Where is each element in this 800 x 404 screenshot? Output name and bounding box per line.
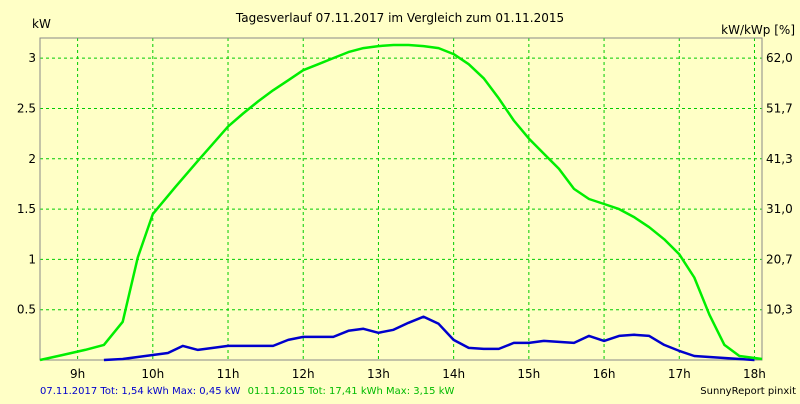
x-tick-label: 10h — [141, 367, 164, 381]
y-tick-label-left: 3 — [28, 51, 36, 65]
x-tick-label: 18h — [743, 367, 766, 381]
grid-layer — [40, 38, 762, 360]
footer-legend-green: 01.11.2015 Tot: 17,41 kWh Max: 3,15 kW — [248, 386, 455, 397]
series-line-blue — [103, 315, 755, 362]
y-tick-label-right: 62,0 — [766, 51, 793, 65]
footer-legend: 07.11.2017 Tot: 1,54 kWh Max: 0,45 kW 01… — [40, 386, 454, 397]
x-tick-label: 9h — [70, 367, 85, 381]
y-tick-label-left: 2.5 — [17, 101, 36, 115]
y-axis-left-unit-label: kW — [32, 17, 51, 31]
y-tick-label-left: 1.5 — [17, 202, 36, 216]
y-tick-label-left: 1 — [28, 252, 36, 266]
y-tick-label-left: 2 — [28, 152, 36, 166]
x-tick-label: 12h — [292, 367, 315, 381]
series-line-green — [39, 43, 763, 362]
x-tick-label: 13h — [367, 367, 390, 381]
x-tick-label: 15h — [517, 367, 540, 381]
y-tick-label-left: 0.5 — [17, 303, 36, 317]
series-layer — [39, 43, 763, 362]
chart-title: Tagesverlauf 07.11.2017 im Vergleich zum… — [235, 11, 564, 25]
x-tick-label: 17h — [668, 367, 691, 381]
footer-right-label: SunnyReport pinxit — [700, 386, 796, 397]
y-tick-label-right: 20,7 — [766, 252, 793, 266]
axis-layer: 9h 10h 11h 12h 13h 14h 15h 16h 17h 18h 0.5 1 1.5 2 2.5… — [17, 37, 793, 381]
y-tick-label-right: 31,0 — [766, 202, 793, 216]
y-tick-label-right: 10,3 — [766, 303, 793, 317]
y-tick-label-right: 51,7 — [766, 101, 793, 115]
y-axis-right-unit-label: kW/kWp [%] — [721, 23, 795, 37]
x-tick-label: 11h — [217, 367, 240, 381]
footer-legend-blue: 07.11.2017 Tot: 1,54 kWh Max: 0,45 kW — [40, 386, 241, 397]
plot-area-border — [39, 37, 763, 361]
x-tick-label: 16h — [593, 367, 616, 381]
y-tick-label-right: 41,3 — [766, 152, 793, 166]
x-tick-label: 14h — [442, 367, 465, 381]
